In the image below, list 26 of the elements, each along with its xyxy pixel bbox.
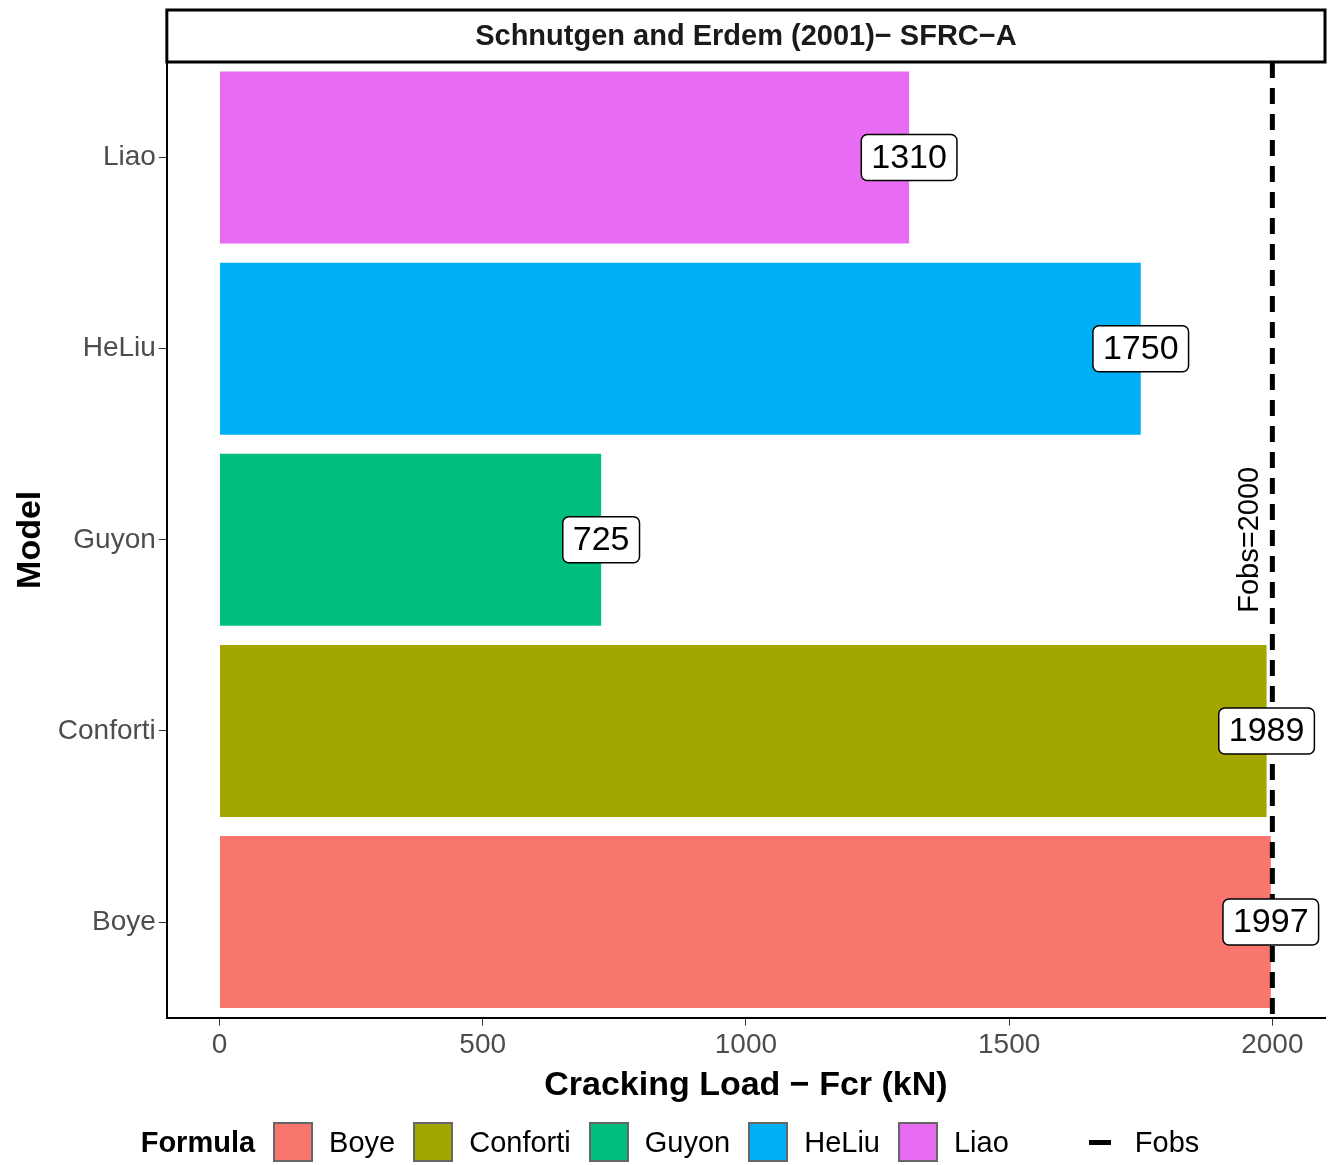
ref-line-label: Fobs=2000 <box>1232 466 1265 613</box>
y-tick-label: Conforti <box>57 713 156 745</box>
legend-label: Boye <box>329 1125 396 1159</box>
x-tick-label: 0 <box>211 1028 228 1060</box>
y-axis-title: Model <box>8 490 47 589</box>
data-label: 1750 <box>1102 328 1179 367</box>
y-tick-label: Liao <box>102 140 156 172</box>
data-label: 725 <box>572 519 630 558</box>
x-tick-label: 1500 <box>977 1028 1041 1060</box>
chart-title: Schnutgen and Erdem (2001)− SFRC−A <box>475 19 1017 51</box>
data-label: 1310 <box>871 136 947 175</box>
legend-title: Formula <box>140 1125 256 1159</box>
legend-label: Liao <box>953 1125 1009 1159</box>
x-axis-title: Cracking Load − Fcr (kN) <box>544 1063 948 1102</box>
x-tick-label: 1000 <box>714 1028 778 1060</box>
y-tick-label: Guyon <box>73 522 156 554</box>
data-label: 1997 <box>1232 901 1309 940</box>
x-tick-label: 500 <box>459 1028 507 1060</box>
y-tick-label: Boye <box>92 904 156 936</box>
text: Fobs <box>1134 1125 1200 1159</box>
legend-label: HeLiu <box>804 1125 880 1159</box>
legend-label: Guyon <box>644 1125 731 1159</box>
data-label: 1989 <box>1228 710 1305 749</box>
x-tick-label: 2000 <box>1241 1028 1304 1060</box>
legend-label: Conforti <box>469 1125 571 1159</box>
y-tick-label: HeLiu <box>82 331 156 363</box>
